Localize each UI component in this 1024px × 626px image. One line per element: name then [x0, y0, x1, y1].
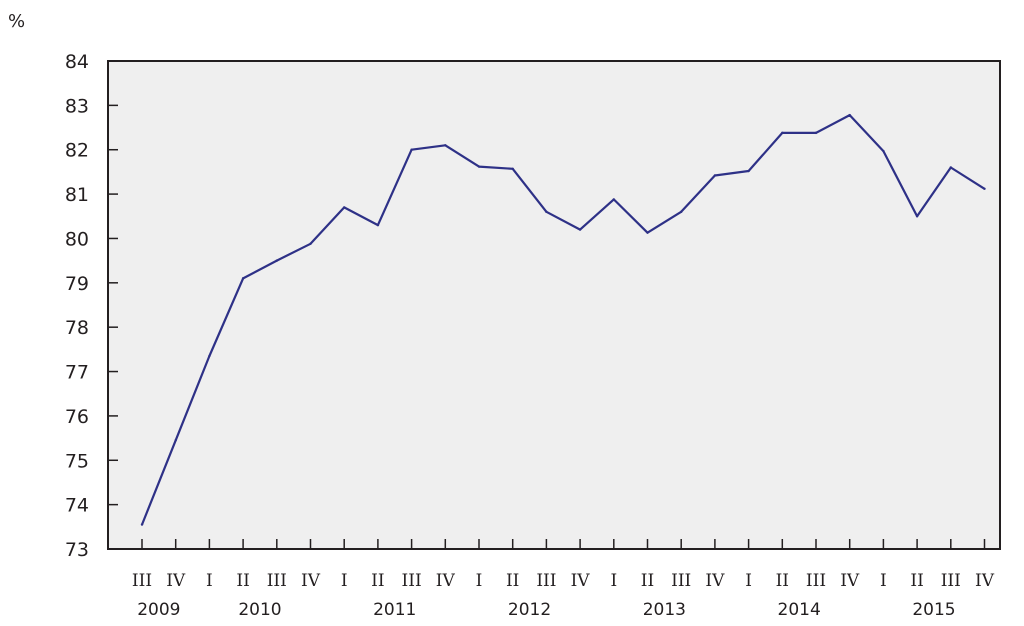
data-point [612, 198, 615, 201]
x-tick-label: II [910, 571, 923, 591]
data-point [545, 210, 548, 214]
x-tick-label: I [610, 571, 617, 591]
x-tick-label: IV [436, 571, 456, 591]
data-point [949, 166, 952, 169]
data-point [713, 174, 717, 177]
y-axis-unit-label: % [8, 11, 25, 32]
y-axis: 73 74 75 76 77 78 79 80 81 82 83 84 [65, 51, 118, 561]
data-point [343, 206, 346, 209]
y-tick-label: 84 [65, 51, 89, 73]
x-tick-label: IV [705, 571, 725, 591]
x-tick-label: I [745, 571, 752, 591]
year-label: 2015 [912, 600, 955, 620]
x-tick-label: II [776, 571, 789, 591]
y-tick-label: 80 [65, 228, 89, 250]
x-axis-years: 2009 2010 2011 2012 2013 2014 2015 [137, 600, 955, 620]
data-point [511, 167, 514, 171]
year-label: 2010 [238, 600, 281, 620]
data-point [747, 169, 750, 173]
year-label: 2012 [508, 600, 551, 620]
x-tick-label: IV [840, 571, 860, 591]
data-point [275, 259, 278, 262]
y-tick-label: 83 [65, 95, 89, 117]
x-tick-label: III [941, 571, 961, 591]
x-tick-label: III [806, 571, 826, 591]
data-point [578, 228, 582, 231]
data-point [376, 223, 380, 227]
data-point [882, 149, 885, 153]
x-tick-label: IV [166, 571, 186, 591]
x-tick-label: II [641, 571, 654, 591]
data-point [680, 210, 683, 214]
y-tick-label: 75 [65, 450, 89, 472]
data-point [983, 187, 986, 190]
year-label: 2013 [643, 600, 686, 620]
x-tick-label: II [371, 571, 384, 591]
x-tick-label: II [506, 571, 519, 591]
x-axis: III IV I II III IV I II III IV I II III IV I II III IV I II… [132, 539, 995, 591]
y-tick-label: 77 [65, 362, 89, 384]
data-point [410, 148, 413, 151]
x-tick-label: I [206, 571, 213, 591]
x-tick-label: IV [301, 571, 321, 591]
x-tick-label: I [341, 571, 348, 591]
x-tick-label: IV [571, 571, 591, 591]
year-label: 2009 [137, 600, 180, 620]
x-tick-label: III [536, 571, 556, 591]
y-tick-label: 76 [65, 406, 89, 428]
x-tick-label: I [476, 571, 483, 591]
x-tick-label: II [236, 571, 249, 591]
x-tick-label: IV [975, 571, 995, 591]
data-point [646, 231, 649, 234]
y-tick-label: 82 [65, 140, 89, 162]
y-tick-label: 73 [65, 539, 89, 561]
y-tick-label: 74 [65, 495, 89, 517]
x-tick-label: III [402, 571, 422, 591]
data-point [208, 354, 211, 358]
y-tick-label: 81 [65, 184, 89, 206]
data-point [241, 277, 245, 280]
data-point [477, 165, 481, 168]
x-tick-label: III [671, 571, 691, 591]
y-tick-label: 78 [65, 317, 89, 339]
x-tick-label: III [132, 571, 152, 591]
x-tick-label: III [267, 571, 287, 591]
series-points [140, 113, 986, 526]
x-tick-label: I [880, 571, 887, 591]
plot-area [107, 60, 1001, 550]
data-point [848, 113, 851, 117]
data-point [915, 215, 919, 218]
data-point [444, 144, 447, 147]
data-point [781, 131, 784, 135]
year-label: 2011 [373, 600, 416, 620]
y-tick-label: 79 [65, 273, 89, 295]
data-point [309, 242, 312, 245]
data-point [140, 523, 144, 526]
series-line [140, 114, 986, 526]
year-label: 2014 [778, 600, 821, 620]
data-point [174, 439, 177, 442]
data-point [814, 131, 818, 135]
